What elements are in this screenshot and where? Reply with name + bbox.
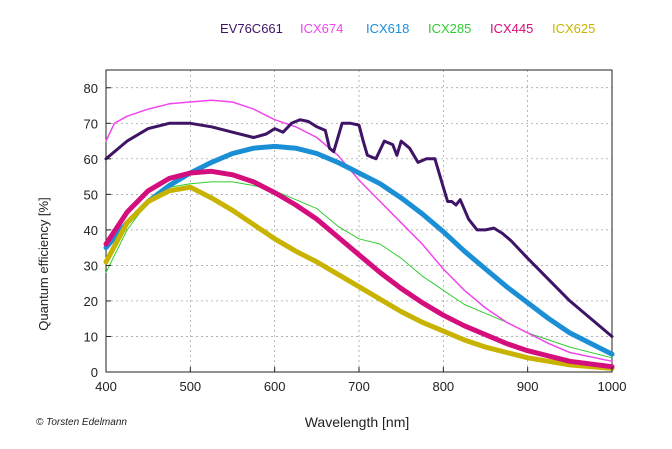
y-tick-label: 30 bbox=[84, 258, 98, 273]
legend: EV76C661 ICX674 ICX618 ICX285 ICX445 ICX625 bbox=[220, 21, 595, 36]
x-tick-label: 600 bbox=[264, 379, 286, 394]
series-line-icx625 bbox=[103, 184, 615, 371]
legend-entry-icx625: ICX625 bbox=[552, 21, 595, 36]
x-tick-label: 500 bbox=[179, 379, 201, 394]
legend-entry-icx445: ICX445 bbox=[490, 21, 533, 36]
copyright-credit: © Torsten Edelmann bbox=[36, 417, 127, 428]
x-axis-label: Wavelength [nm] bbox=[305, 414, 410, 430]
y-tick-label: 60 bbox=[84, 152, 98, 167]
y-tick-label: 40 bbox=[84, 223, 98, 238]
series-line-ev76c661 bbox=[104, 118, 614, 338]
x-tick-label: 800 bbox=[432, 379, 454, 394]
grid bbox=[106, 70, 612, 372]
x-tick-label: 400 bbox=[95, 379, 117, 394]
y-axis-label: Quantum efficiency [%] bbox=[36, 197, 51, 330]
legend-entry-icx285: ICX285 bbox=[428, 21, 471, 36]
series-layer bbox=[103, 99, 615, 371]
legend-entry-icx618: ICX618 bbox=[366, 21, 409, 36]
x-tick-label: 700 bbox=[348, 379, 370, 394]
y-tick-label: 70 bbox=[84, 116, 98, 131]
x-tick-label: 900 bbox=[517, 379, 539, 394]
y-tick-label: 10 bbox=[84, 329, 98, 344]
x-tick-label: 1000 bbox=[598, 379, 627, 394]
y-tick-label: 0 bbox=[91, 365, 98, 380]
y-tick-label: 50 bbox=[84, 187, 98, 202]
y-tick-label: 80 bbox=[84, 81, 98, 96]
legend-entry-ev76c661: EV76C661 bbox=[220, 21, 283, 36]
ticks: 400 500 600 700 800 900 1000 0 10 20 30 40 50 60 70 80 bbox=[84, 81, 627, 394]
y-tick-label: 20 bbox=[84, 294, 98, 309]
series-line-icx445 bbox=[103, 168, 615, 370]
legend-entry-icx674: ICX674 bbox=[300, 21, 343, 36]
series-line-icx674 bbox=[105, 99, 613, 363]
